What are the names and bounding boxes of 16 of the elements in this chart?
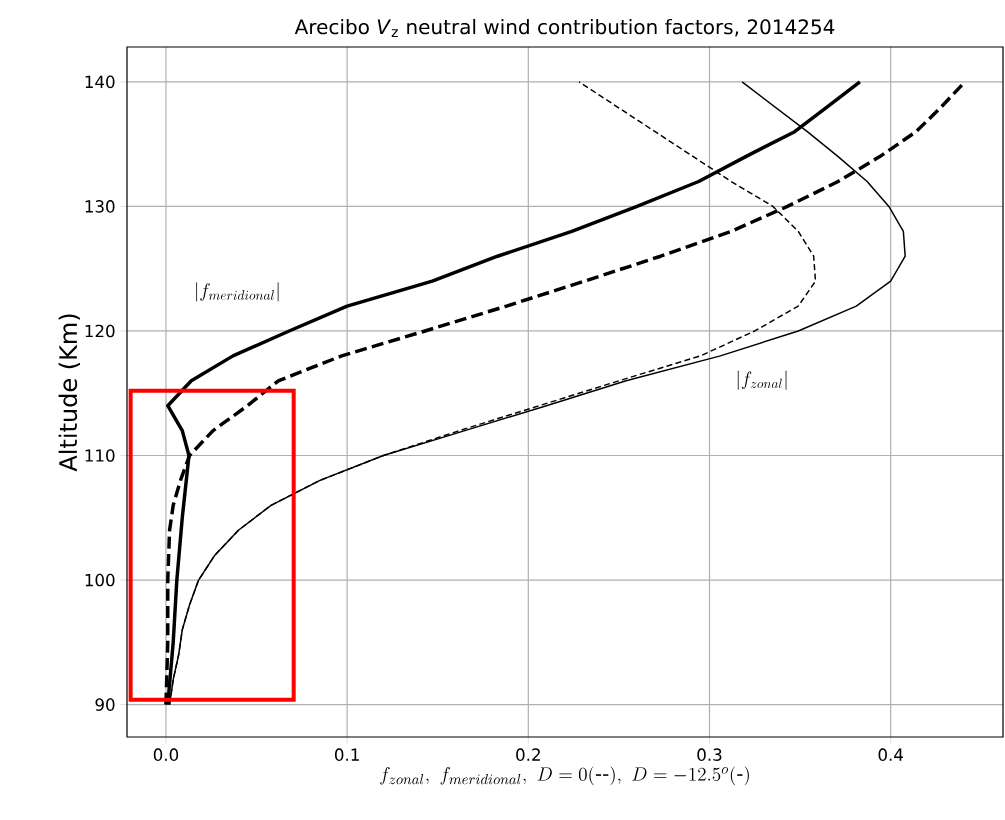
x-tick-label: 0.4 [878, 748, 903, 761]
annotation: $|f_{meridional}|$ [196, 282, 279, 302]
annotation: $|f_{zonal}|$ [737, 370, 787, 390]
x-tick-label: 0.3 [697, 748, 722, 761]
x-tick-label: 0.0 [153, 748, 179, 761]
x-tick-label: 0.1 [334, 748, 359, 761]
chart-title: Arecibo V$_{z}$ neutral wind contribution factors, 2014254 [294, 18, 835, 37]
y-tick-label: 100 [85, 573, 115, 587]
y-tick-label: 110 [85, 449, 115, 462]
y-tick-label: 120 [85, 324, 115, 338]
x-axis-title: $f_{zonal},\ f_{meridional},\ D=0(\mbox{-{}-}),\ D=-12.5^{o}(\mbox{-})$ [380, 766, 749, 786]
y-axis-title: Altitude (Km) [58, 314, 80, 472]
y-tick-label: 140 [85, 75, 115, 89]
y-tick-label: 90 [95, 698, 115, 711]
x-tick-label: 0.2 [516, 748, 540, 761]
y-tick-label: 130 [85, 200, 115, 213]
